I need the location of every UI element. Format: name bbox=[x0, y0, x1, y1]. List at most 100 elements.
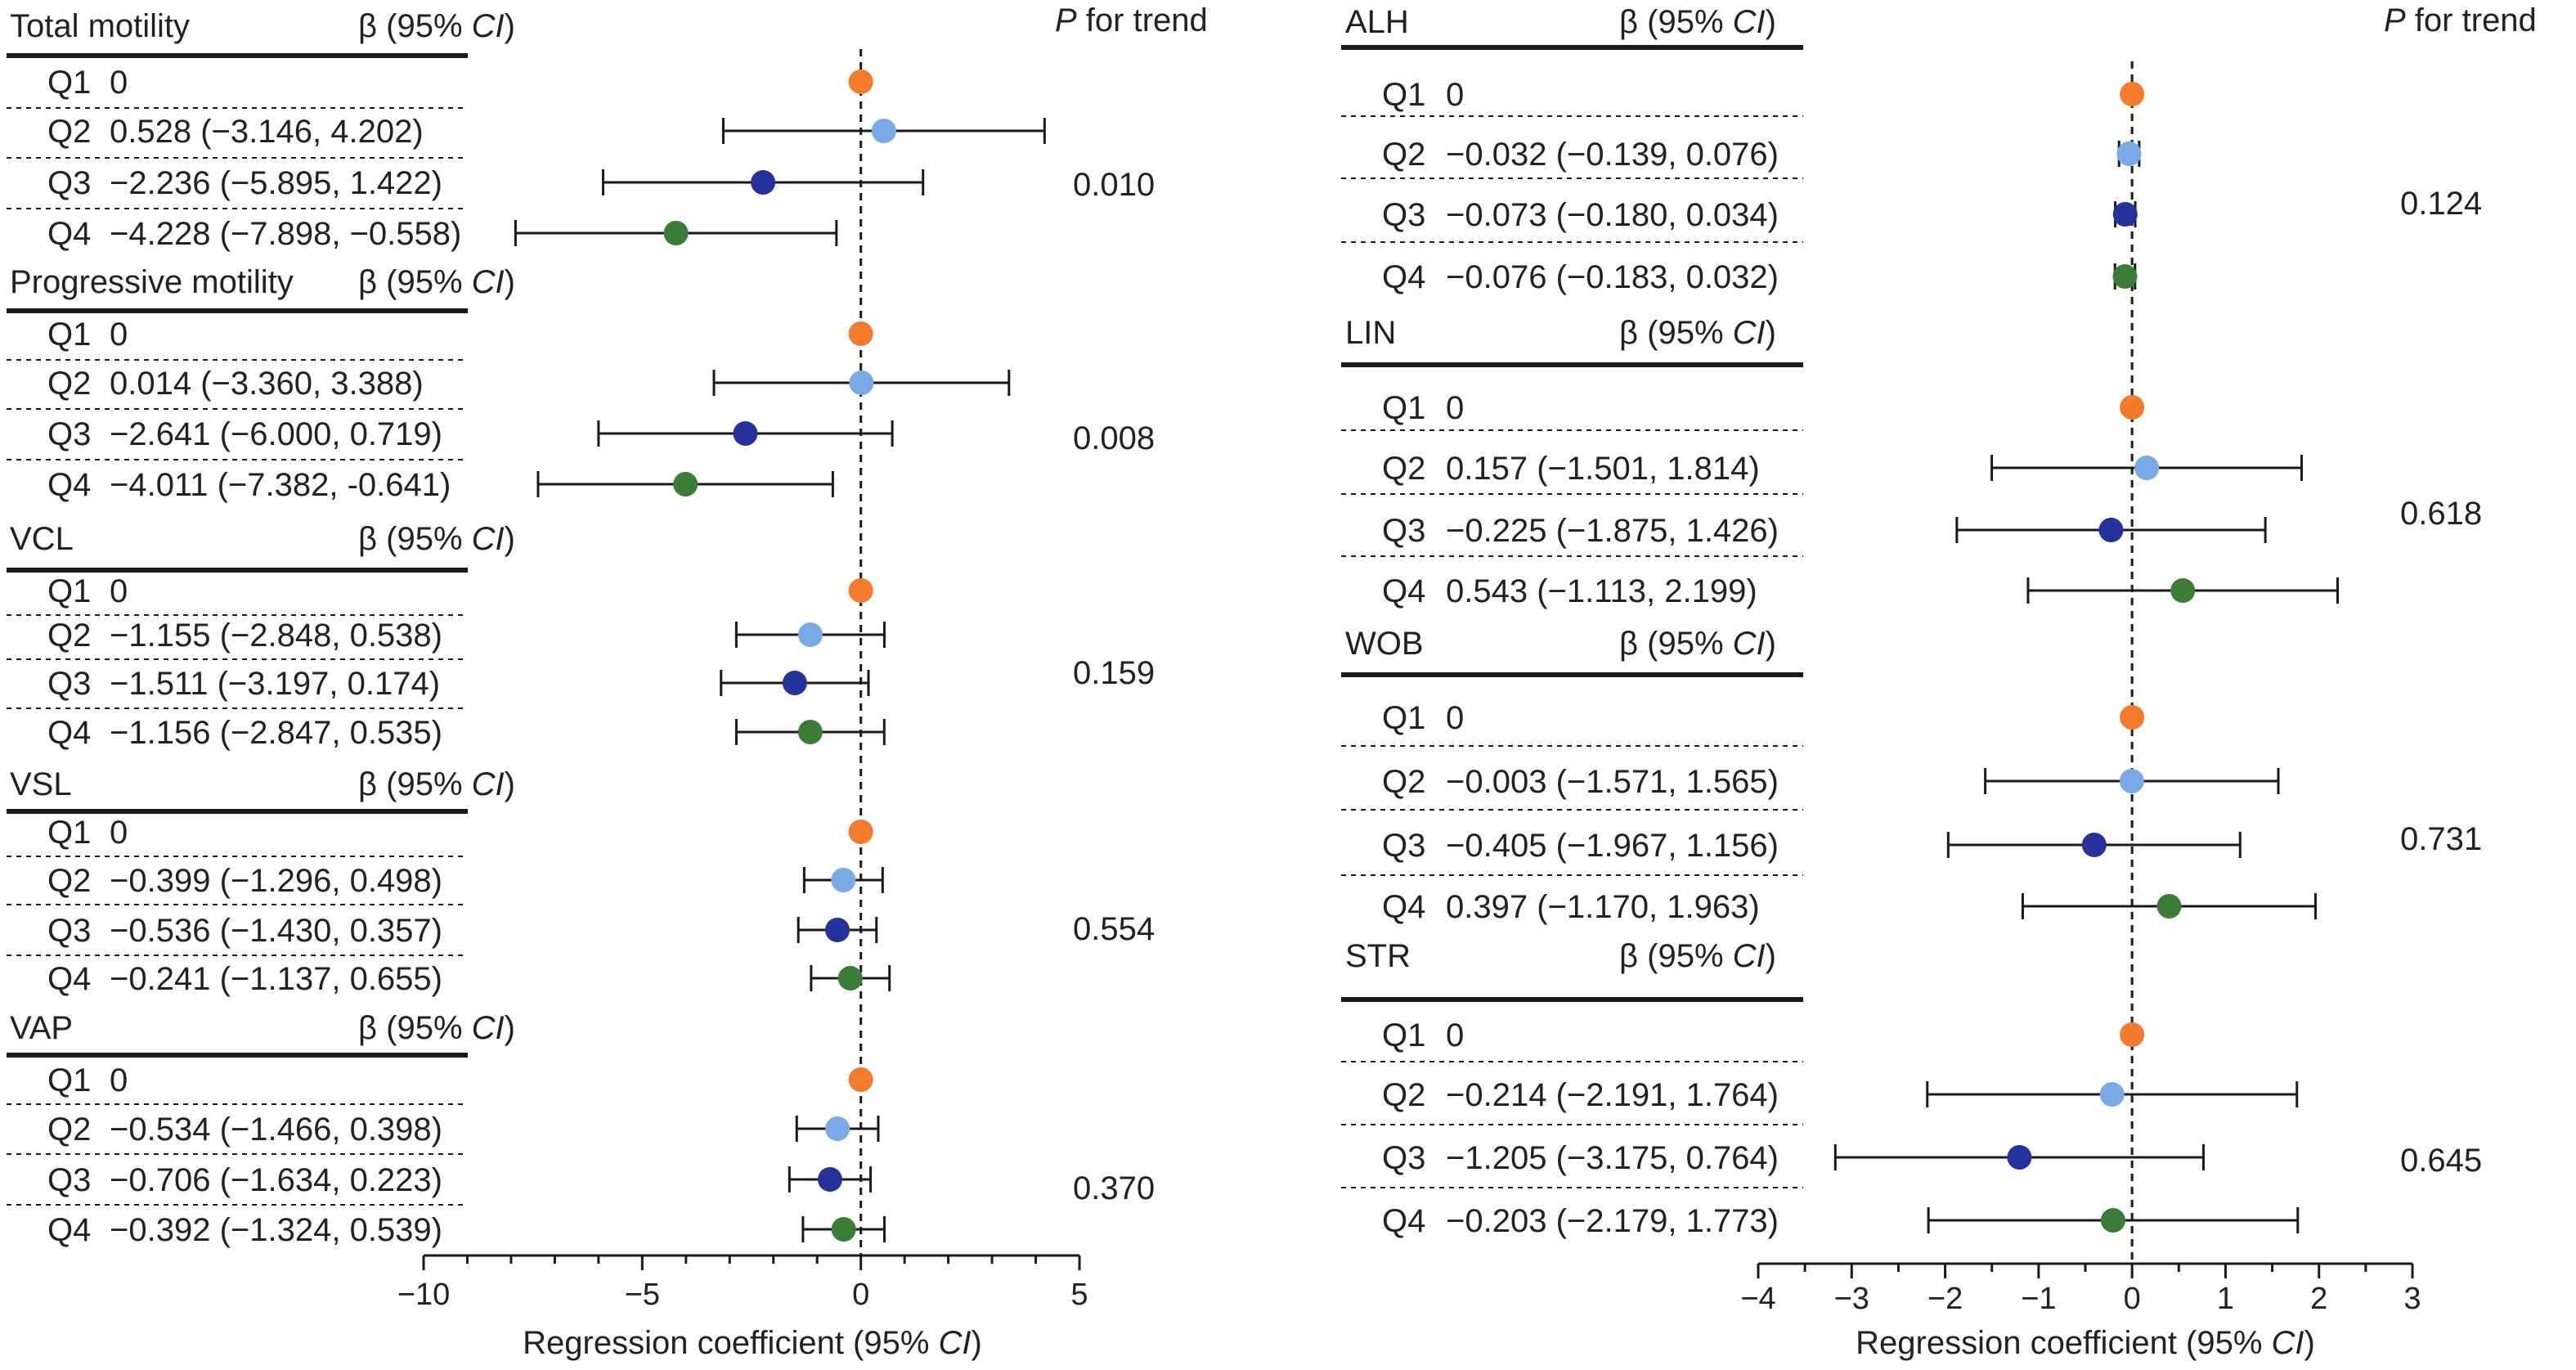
table-row-q3: Q3 −0.225 (−1.875, 1.426) bbox=[1382, 513, 2267, 549]
point-estimate-q4 bbox=[831, 1217, 856, 1242]
quartile-label: Q3 bbox=[47, 913, 91, 949]
table-row-q1: Q1 0 bbox=[47, 317, 873, 353]
p-trend-value: 0.645 bbox=[2400, 1143, 2482, 1179]
table-row-q2: Q2 −0.399 (−1.296, 0.498) bbox=[47, 863, 884, 899]
point-estimate-q3 bbox=[733, 421, 758, 446]
beta-ci-header: β (95% CI) bbox=[358, 521, 515, 557]
point-estimate-q3 bbox=[825, 918, 850, 942]
x-axis-title-part-1: CI bbox=[2272, 1325, 2304, 1361]
table-row-q1: Q1 0 bbox=[47, 1062, 873, 1098]
section-progressive-motility: Progressive motility β (95% CI) Q1 0 Q2 0.014… bbox=[7, 264, 1155, 503]
estimate-text: 0.157 (−1.501, 1.814) bbox=[1446, 451, 1760, 487]
point-estimate-q4 bbox=[673, 472, 698, 496]
table-row-q4: Q4 0.397 (−1.170, 1.963) bbox=[1382, 889, 2317, 925]
estimate-text: 0 bbox=[110, 815, 128, 851]
x-axis-title-part-0: Regression coefficient (95% bbox=[523, 1325, 938, 1361]
point-estimate-q3 bbox=[751, 170, 776, 195]
table-row-q1: Q1 0 bbox=[1382, 390, 2145, 426]
table-row-q4: Q4 −0.203 (−2.179, 1.773) bbox=[1382, 1203, 2300, 1239]
table-row-q1: Q1 0 bbox=[1382, 700, 2145, 736]
estimate-text: −0.392 (−1.324, 0.539) bbox=[110, 1212, 442, 1248]
quartile-label: Q4 bbox=[47, 216, 91, 252]
quartile-label: Q2 bbox=[1382, 451, 1425, 487]
x-tick-label: −2 bbox=[1928, 1282, 1963, 1316]
quartile-label: Q4 bbox=[47, 1212, 91, 1248]
quartile-label: Q2 bbox=[1382, 137, 1425, 173]
point-estimate-q4 bbox=[797, 720, 823, 744]
table-row-q1: Q1 0 bbox=[47, 573, 873, 609]
estimate-text: 0.014 (−3.360, 3.388) bbox=[110, 366, 424, 402]
section-title: Progressive motility bbox=[10, 264, 294, 300]
p-trend-value: 0.554 bbox=[1073, 911, 1155, 947]
estimate-text: 0.543 (−1.113, 2.199) bbox=[1446, 573, 1757, 609]
beta-ci-header-part-2: ) bbox=[1766, 626, 1776, 662]
beta-ci-header-part-0: β (95% bbox=[1619, 315, 1733, 351]
point-estimate-q2 bbox=[849, 371, 874, 395]
point-estimate-q3 bbox=[2112, 202, 2138, 227]
section-vap: VAP β (95% CI) Q1 0 Q2 −0.534 (−1.466, 0.398)… bbox=[7, 1010, 1155, 1248]
estimate-text: −0.003 (−1.571, 1.565) bbox=[1446, 764, 1779, 800]
x-tick-label: −5 bbox=[625, 1278, 660, 1312]
beta-ci-header-part-2: ) bbox=[1766, 938, 1776, 974]
table-row-q4: Q4 −1.156 (−2.847, 0.535) bbox=[47, 715, 886, 751]
p-for-trend-header: P for trend bbox=[2384, 2, 2537, 38]
p-for-trend-header-part-0: P bbox=[2384, 2, 2406, 38]
estimate-text: −1.511 (−3.197, 0.174) bbox=[110, 666, 440, 702]
quartile-label: Q1 bbox=[1382, 77, 1425, 113]
estimate-text: 0 bbox=[110, 1062, 128, 1098]
point-estimate-q2 bbox=[871, 119, 896, 143]
x-axis-title-part-2: ) bbox=[2304, 1325, 2315, 1361]
table-row-q3: Q3 −0.073 (−0.180, 0.034) bbox=[1382, 197, 2138, 233]
estimate-text: 0 bbox=[1446, 1017, 1464, 1053]
table-row-q1: Q1 0 bbox=[1382, 77, 2145, 113]
point-estimate-q3 bbox=[2007, 1145, 2032, 1170]
point-estimate-q2 bbox=[2099, 1082, 2125, 1107]
x-axis-title-part-0: Regression coefficient (95% bbox=[1856, 1325, 2271, 1361]
point-estimate-q1 bbox=[848, 70, 873, 94]
point-estimate-q4 bbox=[837, 966, 863, 990]
table-row-q4: Q4 0.543 (−1.113, 2.199) bbox=[1382, 573, 2339, 609]
p-for-trend-header-part-0: P bbox=[1055, 2, 1077, 38]
point-estimate-q2 bbox=[831, 868, 856, 892]
beta-ci-header-part-0: β (95% bbox=[1619, 938, 1733, 974]
table-row-q2: Q2 −1.155 (−2.848, 0.538) bbox=[47, 618, 886, 654]
section-title: WOB bbox=[1345, 626, 1424, 662]
section-title: VAP bbox=[10, 1010, 73, 1046]
beta-ci-header-part-0: β (95% bbox=[358, 1010, 472, 1046]
table-row-q3: Q3 −2.641 (−6.000, 0.719) bbox=[47, 416, 894, 452]
table-row-q3: Q3 −1.205 (−3.175, 0.764) bbox=[1382, 1140, 2205, 1176]
table-row-q3: Q3 −0.536 (−1.430, 0.357) bbox=[47, 913, 878, 949]
p-trend-value: 0.124 bbox=[2400, 186, 2482, 222]
beta-ci-header-part-2: ) bbox=[505, 264, 515, 300]
quartile-label: Q3 bbox=[47, 416, 91, 452]
estimate-text: 0 bbox=[1446, 77, 1464, 113]
quartile-label: Q1 bbox=[47, 317, 91, 353]
quartile-label: Q3 bbox=[1382, 828, 1425, 864]
point-estimate-q1 bbox=[848, 820, 873, 844]
x-tick-label: 2 bbox=[2310, 1282, 2327, 1316]
quartile-label: Q2 bbox=[47, 114, 91, 150]
quartile-label: Q2 bbox=[1382, 764, 1425, 800]
quartile-label: Q1 bbox=[1382, 1017, 1425, 1053]
quartile-label: Q1 bbox=[47, 65, 91, 101]
estimate-text: 0 bbox=[110, 65, 128, 101]
beta-ci-header-part-1: CI bbox=[472, 766, 505, 802]
estimate-text: −0.032 (−0.139, 0.076) bbox=[1446, 137, 1779, 173]
section-title: STR bbox=[1345, 938, 1411, 974]
quartile-label: Q1 bbox=[1382, 390, 1425, 426]
beta-ci-header-part-1: CI bbox=[1733, 626, 1766, 662]
estimate-text: −4.011 (−7.382, -0.641) bbox=[110, 467, 451, 503]
point-estimate-q1 bbox=[2120, 395, 2145, 420]
beta-ci-header-part-0: β (95% bbox=[1619, 4, 1733, 40]
table-row-q2: Q2 −0.534 (−1.466, 0.398) bbox=[47, 1112, 880, 1148]
table-row-q2: Q2 0.157 (−1.501, 1.814) bbox=[1382, 451, 2303, 487]
estimate-text: −0.076 (−0.183, 0.032) bbox=[1446, 259, 1779, 295]
x-tick-label: −3 bbox=[1834, 1282, 1869, 1316]
beta-ci-header: β (95% CI) bbox=[358, 766, 515, 802]
beta-ci-header-part-1: CI bbox=[1733, 938, 1766, 974]
quartile-label: Q2 bbox=[47, 618, 91, 654]
x-axis-title-part-1: CI bbox=[939, 1325, 972, 1361]
point-estimate-q1 bbox=[848, 321, 873, 346]
quartile-label: Q3 bbox=[1382, 197, 1425, 233]
estimate-text: −0.399 (−1.296, 0.498) bbox=[110, 863, 442, 899]
